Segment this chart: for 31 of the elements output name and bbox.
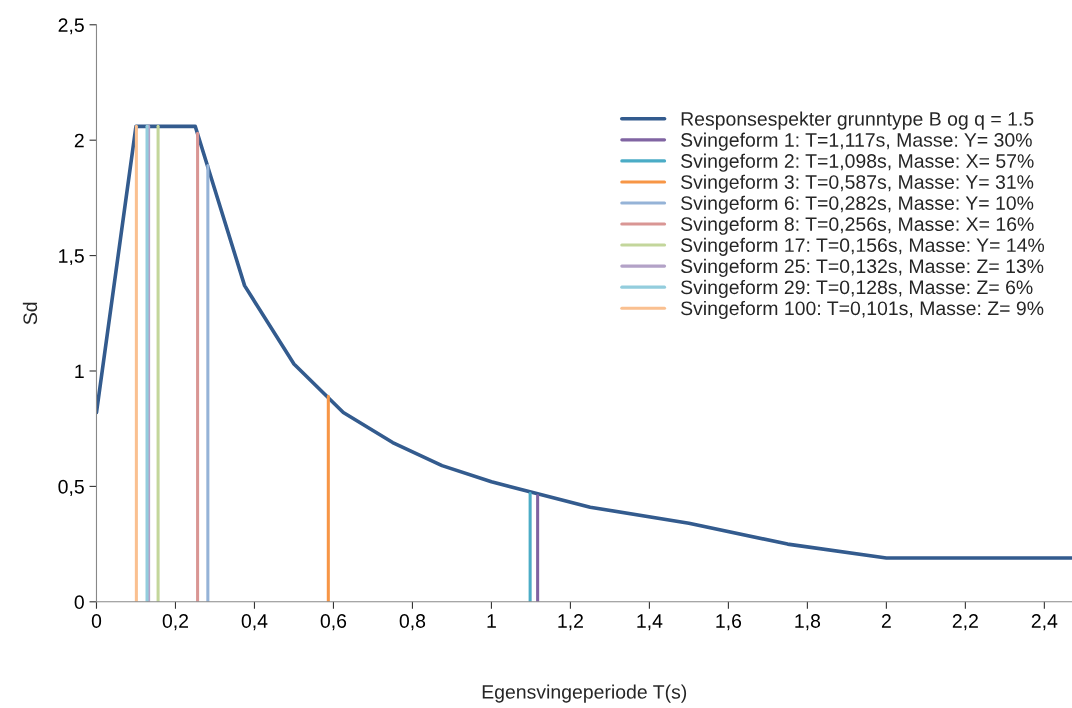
x-tick-label: 2 [881,614,891,628]
legend-label: Svingeform 8: T=0,256s, Masse: X= 16% [681,216,1034,235]
y-tick-label: 1 [75,364,84,379]
x-tick-label: 1,6 [716,614,742,631]
y-tick-label: 2 [74,133,84,148]
x-tick-label: 2,2 [952,614,978,631]
x-tick-label: 0,2 [162,614,189,631]
legend-label: Svingeform 25: T=0,132s, Masse: Z= 13% [681,258,1044,277]
legend-label: Svingeform 2: T=1,098s, Masse: X= 57% [681,153,1034,172]
legend-label: Svingeform 100: T=0,101s, Masse: Z= 9% [681,300,1044,320]
x-tick-label: 0,8 [399,614,426,631]
legend-label: Responsespekter grunntype B og q = 1.5 [681,111,1034,130]
x-tick-label: 1,2 [558,614,583,631]
legend-label: Svingeform 3: T=0,587s, Masse: Y= 31% [681,174,1034,193]
x-tick-label: 0,6 [320,614,347,631]
x-tick-label: 1 [487,614,496,628]
legend-label: Svingeform 6: T=0,282s, Masse: Y= 10% [681,195,1034,214]
y-tick-label: 2,5 [58,18,84,35]
legend-label: Svingeform 29: T=0,128s, Masse: Z= 6% [681,279,1033,298]
y-tick-label: 1,5 [59,249,84,266]
x-tick-label: 0,4 [241,614,268,631]
legend-label: Svingeform 1: T=1,117s, Masse: Y= 30% [681,132,1032,151]
y-tick-label: 0 [74,595,84,610]
x-tick-label: 1,4 [637,614,663,631]
y-tick-label: 0,5 [58,479,84,496]
x-axis-title: Egensvingeperiode T(s) [482,684,687,703]
legend-label: Svingeform 17: T=0,156s, Masse: Y= 14% [681,237,1045,256]
x-tick-label: 1,8 [795,614,821,631]
x-tick-label: 0 [91,614,102,628]
x-tick-label: 2,4 [1031,614,1058,631]
y-axis-title: Sd [22,302,38,325]
